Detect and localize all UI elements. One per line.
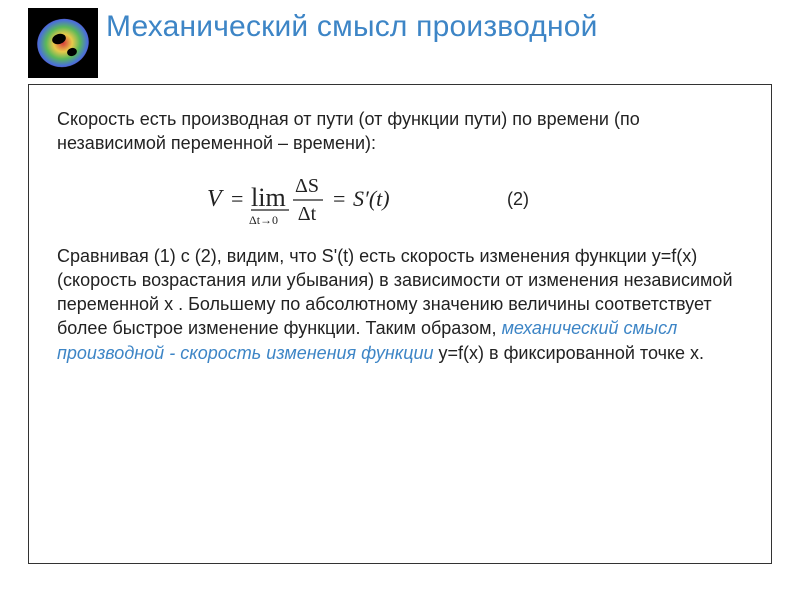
formula-svg: V = lim Δt→0 ΔS Δt = S′(t) — [207, 170, 467, 230]
logo — [28, 8, 98, 78]
formula-num: ΔS — [295, 175, 319, 197]
para2-text-b: y=f(x) в фиксированной точке x. — [434, 343, 705, 363]
formula-row: V = lim Δt→0 ΔS Δt = S′(t) (2) — [207, 170, 751, 230]
formula-limsub: Δt→0 — [249, 213, 278, 227]
formula-eq1: = — [231, 186, 243, 211]
para2-emph-2: скорость изменения функции — [180, 343, 433, 363]
paragraph-body: Сравнивая (1) с (2), видим, что S'(t) ес… — [57, 244, 751, 365]
content-frame: Скорость есть производная от пути (от фу… — [28, 84, 772, 564]
formula-lim: lim — [251, 183, 286, 212]
para2-dash: - — [164, 343, 180, 363]
equation-number: (2) — [507, 189, 529, 210]
page-title: Механический смысл производной — [106, 10, 598, 44]
torus-icon — [32, 12, 94, 74]
formula-den: Δt — [298, 203, 317, 225]
formula-eq2: = — [333, 186, 345, 211]
formula-lhs: V — [207, 186, 224, 212]
slide: Механический смысл производной Скорость … — [0, 0, 800, 600]
formula-rhs: S′(t) — [353, 186, 390, 211]
paragraph-intro: Скорость есть производная от пути (от фу… — [57, 107, 751, 156]
